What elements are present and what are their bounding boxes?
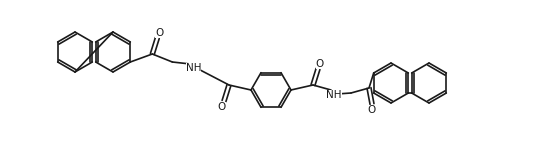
Text: O: O (218, 102, 226, 112)
Text: O: O (368, 105, 376, 115)
Text: O: O (155, 28, 164, 38)
Text: O: O (316, 59, 324, 69)
Text: NH: NH (326, 90, 342, 100)
Text: NH: NH (185, 63, 201, 73)
